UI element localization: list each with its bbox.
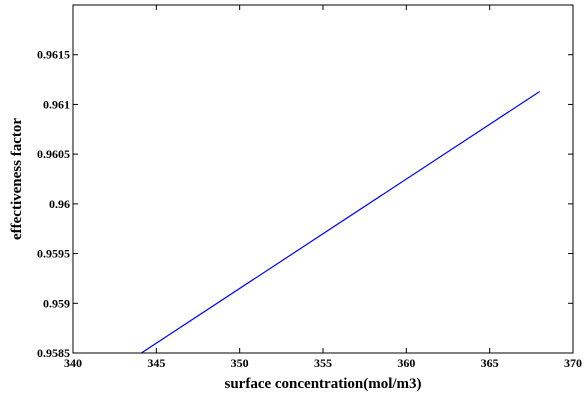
series-line: [141, 90, 540, 354]
x-tick-label: 370: [564, 356, 582, 370]
plot-area-border: [72, 4, 574, 354]
x-tick-label: 340: [64, 356, 82, 370]
y-tick-label: 0.959: [43, 296, 70, 310]
y-axis-label: effectiveness factor: [9, 118, 25, 240]
x-tick-labels: 340 345 350 355 360 365 370: [64, 356, 582, 370]
y-tick-label: 0.9605: [37, 147, 70, 161]
x-tick-label: 345: [147, 356, 165, 370]
x-axis-label: surface concentration(mol/m3): [224, 376, 421, 392]
y-tick-label: 0.96: [49, 197, 70, 211]
y-tick-labels: 0.9585 0.959 0.9595 0.96 0.9605 0.961 0.9615: [37, 48, 70, 360]
y-tick-label: 0.961: [43, 97, 70, 111]
x-tick-label: 365: [481, 356, 499, 370]
y-tick-label: 0.9595: [37, 247, 70, 261]
series-layer: [141, 90, 540, 354]
x-tick-label: 355: [314, 356, 332, 370]
x-tick-label: 360: [397, 356, 415, 370]
tick-marks: [72, 5, 574, 354]
y-tick-label: 0.9615: [37, 48, 70, 62]
y-tick-label: 0.9585: [37, 346, 70, 360]
x-tick-label: 350: [231, 356, 249, 370]
